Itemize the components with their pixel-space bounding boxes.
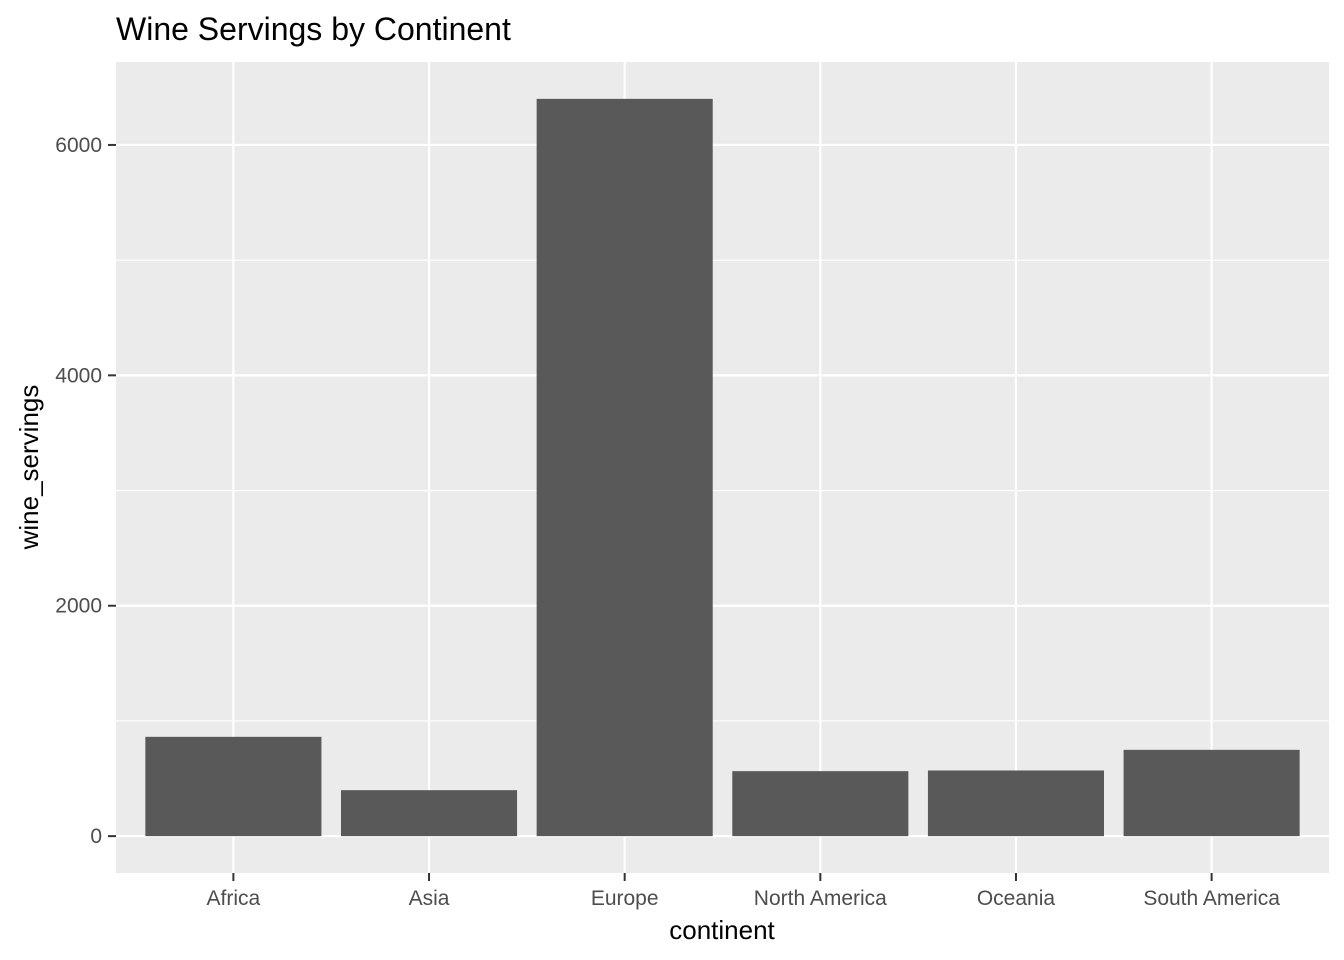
bar <box>536 98 713 837</box>
y-tick-label: 0 <box>90 825 102 848</box>
x-tick-label: Asia <box>409 887 450 910</box>
x-tick-label: Europe <box>591 887 659 910</box>
x-axis-title: continent <box>669 915 775 945</box>
bar <box>927 770 1105 837</box>
x-tick-label: North America <box>754 887 887 910</box>
minor-gridlines <box>116 259 1329 722</box>
bar <box>1123 749 1300 837</box>
y-tick-label: 6000 <box>55 134 102 157</box>
x-axis: Africa Asia Europe North America Oceania Sout… <box>207 873 1280 910</box>
chart-title: Wine Servings by Continent <box>116 11 511 47</box>
x-tick-label: Africa <box>207 887 261 910</box>
y-axis-title: wine_servings <box>14 385 44 551</box>
x-tick-label: Oceania <box>977 887 1056 910</box>
bar <box>340 790 518 837</box>
bar <box>145 736 322 837</box>
bar <box>732 771 909 837</box>
y-tick-label: 4000 <box>55 364 102 387</box>
y-tick-label: 2000 <box>55 595 102 618</box>
x-tick-label: South America <box>1143 887 1280 910</box>
y-axis: 0 2000 4000 6000 <box>55 134 116 848</box>
bars <box>145 98 1300 837</box>
